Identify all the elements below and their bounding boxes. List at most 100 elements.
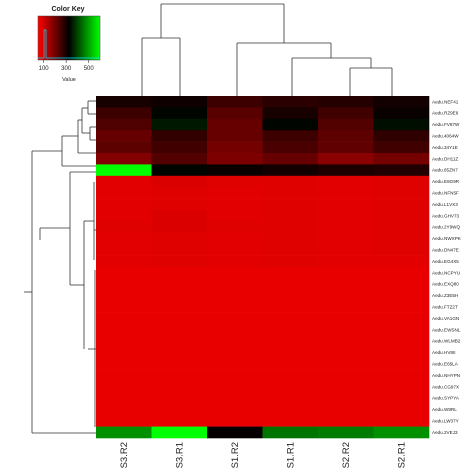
heatmap-cell	[318, 278, 374, 291]
heatmap-cell	[207, 221, 263, 234]
heatmap-cell	[373, 381, 430, 393]
heatmap-cell	[151, 107, 208, 120]
heatmap-cell	[207, 289, 263, 302]
row-label: Aedu.DN47E	[432, 248, 459, 253]
heatmap-cell	[207, 335, 263, 348]
heatmap-cell	[373, 232, 430, 245]
heatmap-cell	[96, 289, 152, 302]
heatmap-cell	[207, 312, 263, 325]
row-label: Aedu.WLMB2	[432, 339, 461, 344]
row-label: Aedu.SYPYA	[432, 396, 460, 401]
row-dendrogram	[24, 100, 96, 434]
heatmap-cell	[318, 267, 374, 279]
heatmap-cell	[151, 335, 208, 348]
heatmap-cell	[207, 369, 263, 382]
row-label: Aedu.L1VX3	[432, 202, 458, 207]
heatmap-cell	[318, 198, 374, 211]
heatmap-cell	[96, 335, 152, 348]
column-label: S2.R1	[396, 442, 407, 468]
heatmap-cell	[262, 369, 319, 382]
heatmap-cell	[207, 426, 263, 439]
column-labels: S3.R2 S3.R1 S1.R2 S1.R1 S2.R2 S2.R1	[119, 442, 408, 468]
heatmap-cell	[373, 426, 430, 439]
heatmap-cell	[373, 175, 430, 188]
heatmap-cell	[96, 358, 152, 370]
row-label: Aedu.NFN5F	[432, 191, 459, 196]
color-key-tick-label: 500	[84, 66, 95, 72]
heatmap-cell	[151, 324, 208, 336]
row-label: Aedu.2Y9WQ	[432, 225, 461, 230]
heatmap-cell	[373, 255, 430, 268]
heatmap-cell	[151, 164, 208, 177]
row-label: Aedu.LW37Y	[432, 419, 459, 424]
row-label: Aedu.EXQ80	[432, 282, 459, 287]
row-labels: Aedu.NEF41 Aedu.RZ9E6 Aedu.FV87W Aedu.4064W…	[432, 99, 462, 435]
heatmap-cell	[96, 153, 152, 165]
heatmap-cell	[318, 346, 374, 359]
heatmap-cell	[151, 381, 208, 393]
heatmap-cell	[151, 255, 208, 268]
heatmap-cell	[207, 232, 263, 245]
heatmap-cell	[207, 130, 263, 142]
heatmap-cell	[96, 278, 152, 291]
heatmap-cell	[262, 141, 319, 154]
heatmap-cell	[96, 346, 152, 359]
heatmap-cell	[262, 153, 319, 165]
heatmap-cell	[318, 244, 374, 256]
heatmap-cell	[151, 244, 208, 256]
heatmap-cell	[207, 198, 263, 211]
heatmap-cell	[207, 415, 263, 427]
heatmap-cell	[96, 324, 152, 336]
heatmap-cell	[373, 107, 430, 120]
heatmap-cell	[318, 324, 374, 336]
heatmap-cell	[262, 278, 319, 291]
column-label: S1.R2	[230, 442, 241, 468]
row-label: Aedu.FTZ2T	[432, 305, 458, 310]
heatmap-cell	[262, 232, 319, 245]
color-key-gradient	[37, 15, 101, 61]
column-label: S3.R1	[174, 442, 185, 468]
heatmap-cell	[151, 358, 208, 370]
heatmap-cell	[151, 267, 208, 279]
heatmap-cell	[262, 187, 319, 199]
heatmap-cell	[373, 221, 430, 234]
column-label: S1.R1	[285, 442, 296, 468]
row-label: Aedu.NCPYU	[432, 270, 460, 275]
heatmap-cell	[262, 335, 319, 348]
heatmap-cell	[96, 175, 152, 188]
column-label: S3.R2	[119, 442, 130, 468]
heatmap-cell	[151, 118, 208, 131]
heatmap-cell	[318, 358, 374, 370]
heatmap-cell	[262, 210, 319, 222]
heatmap-cell	[207, 118, 263, 131]
row-label: Aedu.34Y1E	[432, 145, 458, 150]
row-label: Aedu.VA1GN	[432, 316, 459, 321]
heatmap-cell	[262, 175, 319, 188]
row-label: Aedu.65ZN7	[432, 168, 458, 173]
heatmap-cell	[318, 369, 374, 382]
heatmap-cell	[96, 164, 152, 177]
heatmap-cell	[151, 403, 208, 416]
heatmap-cell	[96, 415, 152, 427]
heatmap-cell	[151, 369, 208, 382]
heatmap-cell	[151, 221, 208, 234]
heatmap-cell	[207, 153, 263, 165]
heatmap-cell	[318, 381, 374, 393]
color-key-title: Color Key	[51, 6, 84, 13]
heatmap-cell	[151, 210, 208, 222]
heatmap-cell	[262, 381, 319, 393]
heatmap-cell	[262, 130, 319, 142]
heatmap-cell	[96, 312, 152, 325]
heatmap-cell	[207, 164, 263, 177]
row-label: Aedu.FV87W	[432, 122, 460, 127]
heatmap-cell	[373, 301, 430, 313]
heatmap-cell	[151, 198, 208, 211]
heatmap-cell	[96, 107, 152, 120]
heatmap-cell	[151, 232, 208, 245]
row-label: Aedu.2VEJ3	[432, 430, 458, 435]
heatmap-cell	[207, 187, 263, 199]
heatmap-cell	[262, 107, 319, 120]
row-label: Aedu.CG97X	[432, 384, 459, 389]
heatmap-cell	[318, 289, 374, 302]
